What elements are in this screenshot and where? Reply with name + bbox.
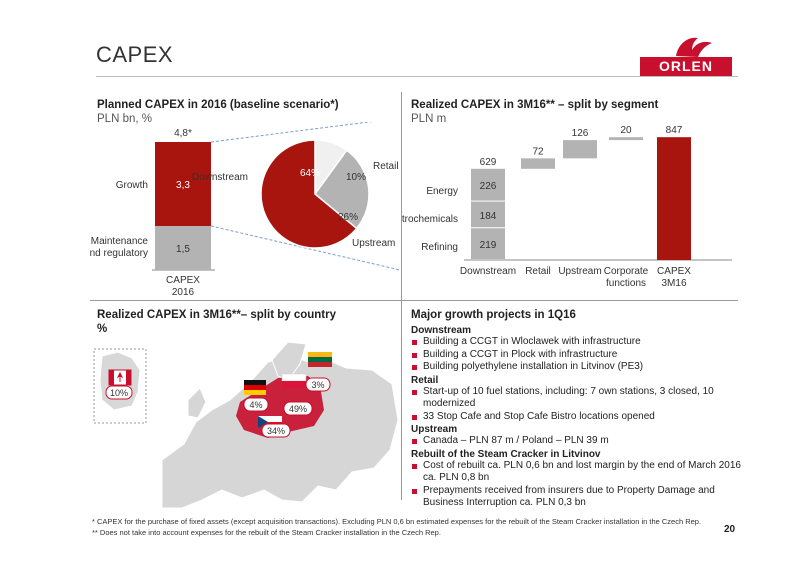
- stack-label-refining: Refining: [421, 242, 458, 253]
- project-item: Building a CCGT in Plock with infrastruc…: [411, 349, 741, 362]
- country-capex-title: Realized CAPEX in 3M16**– split by count…: [97, 309, 337, 321]
- poland-value: 49%: [289, 404, 307, 414]
- bar-value-retail: 72: [532, 146, 544, 157]
- pie-value-retail: 10%: [346, 172, 366, 183]
- lithuania-callout: [305, 377, 331, 392]
- page-number: 20: [724, 524, 736, 535]
- project-group-list: Canada – PLN 87 m / Poland – PLN 39 m: [411, 435, 741, 448]
- project-group-heading: Downstream: [411, 325, 472, 336]
- projects-title: Major growth projects in 1Q16: [411, 309, 576, 321]
- regulatory-label: and regulatory: [90, 248, 148, 259]
- canada-callout: [105, 385, 133, 400]
- bar-petrochemicals: [471, 201, 505, 228]
- bar-retail: [521, 158, 555, 169]
- x-tick-3m16: 3M16: [661, 278, 686, 289]
- x-tick-corporate: Corporate: [604, 266, 649, 277]
- uk-shape: [187, 387, 207, 419]
- maintenance-label: Maintenance: [91, 236, 149, 247]
- pie-label-downstream: Downstream: [192, 172, 248, 183]
- bar-value-corporate-functions: 20: [620, 125, 632, 136]
- bar-energy: [471, 168, 505, 201]
- x-label-capex: CAPEX: [166, 275, 200, 286]
- project-group-heading: Upstream: [411, 424, 458, 435]
- pie-value-upstream: 26%: [338, 212, 358, 223]
- project-group-heading: Rebuilt of the Steam Cracker in Litvinov: [411, 448, 601, 460]
- orlen-logo-text: ORLEN: [640, 57, 732, 76]
- x-tick-retail: Retail: [525, 266, 551, 277]
- bar-value-capex-3m16: 847: [666, 125, 683, 136]
- country-capex-unit: %: [97, 323, 108, 335]
- project-group-heading: Retail: [411, 374, 439, 386]
- bar-growth: [155, 142, 211, 226]
- project-group-list: Cost of rebuilt ca. PLN 0,6 bn and lost …: [411, 460, 741, 510]
- bar-value-energy: 226: [480, 181, 497, 192]
- scandinavia-shape: [271, 341, 307, 381]
- project-item: Start-up of 10 fuel stations, including:…: [411, 386, 741, 411]
- canada-value: 10%: [110, 388, 128, 398]
- page-title: CAPEX: [96, 42, 174, 67]
- quadrant-divider-vertical: [401, 92, 402, 500]
- canada-inset-frame: [93, 348, 147, 424]
- lithuania-value: 3%: [311, 380, 324, 390]
- pie-value-downstream: 64%: [300, 168, 320, 179]
- pie-slice-upstream: [313, 149, 370, 230]
- bar-maintenance-value: 1,5: [176, 244, 190, 255]
- bar-value-upstream: 126: [572, 128, 589, 139]
- czech-callout: [261, 423, 291, 438]
- x-tick-functions: functions: [606, 278, 646, 289]
- czech-value: 34%: [267, 426, 285, 436]
- project-item: Building a CCGT in Wloclawek with infras…: [411, 336, 741, 349]
- orlen-logo: [676, 37, 712, 57]
- germany-callout: [243, 397, 269, 412]
- germany-flag: [244, 380, 266, 395]
- waterfall-bars: 219 184 226 629 72 126 20 847: [471, 125, 691, 260]
- project-item: Prepayments received from insurers due t…: [411, 485, 741, 510]
- bar-upstream: [563, 140, 597, 159]
- x-tick-upstream: Upstream: [558, 266, 601, 277]
- bar-corporate-functions: [609, 137, 643, 141]
- bar-maintenance: [155, 226, 211, 270]
- bar-value-refining: 219: [480, 240, 497, 251]
- pie-label-upstream: Upstream: [352, 238, 395, 249]
- x-label-year: 2016: [172, 287, 195, 298]
- quadrant-divider-horizontal: [90, 300, 738, 301]
- planned-capex-title: Planned CAPEX in 2016 (baseline scenario…: [97, 99, 339, 111]
- bar-capex-3m16: [657, 137, 691, 260]
- footnote-1: * CAPEX for the purchase of fixed assets…: [92, 517, 702, 526]
- stack-label-petrochemicals: Petrochemicals: [402, 214, 458, 225]
- bar-value-petrochemicals: 184: [480, 211, 497, 222]
- planned-capex-chart: 1,5 3,3 4,8* Growth Maintenance and regu…: [90, 122, 400, 298]
- project-item: Building polyethylene installation in Li…: [411, 361, 741, 374]
- segment-capex-subtitle: PLN m: [411, 113, 447, 125]
- projects-list: Downstream Building a CCGT in Wloclawek w…: [411, 324, 741, 510]
- bar-total-downstream: 629: [480, 157, 497, 168]
- bar-refining: [471, 228, 505, 259]
- country-map: 10% 4% 3% 49% 34%: [93, 341, 399, 509]
- segment-capex-title: Realized CAPEX in 3M16** – split by segm…: [411, 99, 659, 111]
- stack-label-energy: Energy: [426, 186, 458, 197]
- x-tick-downstream: Downstream: [460, 266, 516, 277]
- project-group-list: Building a CCGT in Wloclawek with infras…: [411, 336, 741, 374]
- bar-total-label: 4,8*: [174, 128, 192, 139]
- pie-slice-downstream: [260, 139, 358, 249]
- project-item: Canada – PLN 87 m / Poland – PLN 39 m: [411, 435, 741, 448]
- segment-pie: [260, 139, 370, 249]
- growth-label: Growth: [116, 180, 148, 191]
- germany-value: 4%: [249, 400, 262, 410]
- bar-growth-value: 3,3: [176, 180, 190, 191]
- project-group-list: Start-up of 10 fuel stations, including:…: [411, 386, 741, 424]
- pie-label-retail: Retail: [373, 161, 399, 172]
- segment-capex-chart: 219 184 226 629 72 126 20 847 Energy Petrochemi…: [402, 125, 732, 289]
- poland-callout: [283, 401, 313, 416]
- poland-flag: [281, 373, 307, 388]
- project-item: Cost of rebuilt ca. PLN 0,6 bn and lost …: [411, 460, 741, 485]
- footnote-2: ** Does not take into account expenses f…: [92, 528, 441, 537]
- lithuania-flag: [308, 352, 332, 367]
- x-tick-capex: CAPEX: [657, 266, 691, 277]
- project-item: 33 Stop Cafe and Stop Cafe Bistro locati…: [411, 411, 741, 424]
- planned-capex-subtitle: PLN bn, %: [97, 113, 152, 125]
- title-divider: [96, 76, 738, 77]
